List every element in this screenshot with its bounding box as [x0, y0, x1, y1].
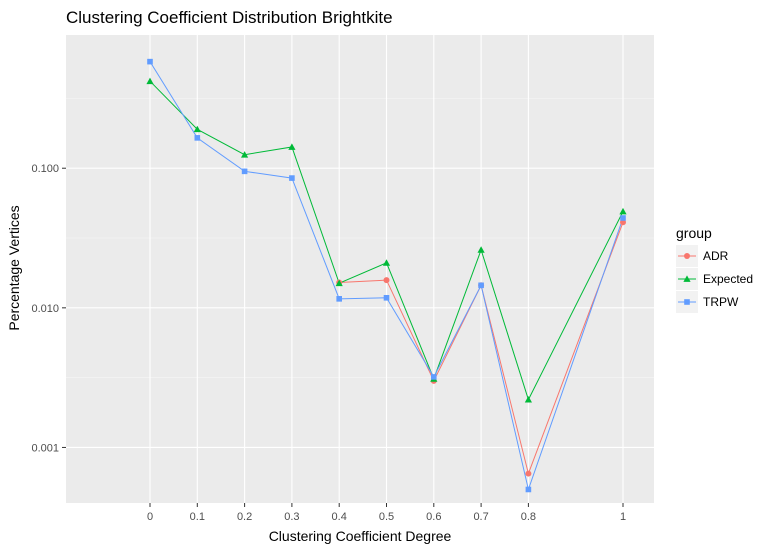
data-point-trpw	[478, 282, 484, 289]
y-tick-label: 0.010	[31, 303, 59, 315]
x-tick-label: 0.1	[190, 511, 205, 523]
data-point-trpw	[620, 215, 626, 221]
x-tick-label: 0.2	[237, 511, 252, 523]
data-point-trpw	[147, 58, 153, 65]
data-point-expected	[193, 125, 201, 133]
data-point-trpw	[336, 296, 342, 302]
data-point-adr	[383, 277, 390, 284]
x-tick-label: 0.4	[332, 511, 347, 523]
data-point-expected	[241, 151, 249, 158]
series-line-adr	[339, 222, 624, 476]
y-axis-title: Percentage Vertices	[6, 205, 22, 330]
x-axis-title: Clustering Coefficient Degree	[269, 528, 452, 544]
data-point-expected	[524, 396, 532, 403]
data-point-trpw	[194, 135, 201, 141]
legend-label-expected: Expected	[703, 272, 753, 286]
x-axis-ticks: 0 0.1 0.2 0.3 0.4 0.5 0.6 0.7 0.8 1	[147, 503, 626, 523]
series-line-expected	[149, 80, 624, 401]
data-point-trpw	[431, 374, 437, 380]
x-tick-label: 0.3	[284, 511, 299, 523]
chart-title: Clustering Coefficient Distribution Brig…	[66, 8, 393, 27]
y-tick-label: 0.001	[31, 442, 59, 454]
data-point-trpw	[289, 175, 295, 181]
grid-lines	[66, 35, 654, 503]
legend-key-marker-adr	[684, 253, 690, 259]
legend-title: group	[676, 225, 712, 241]
data-point-expected	[477, 246, 485, 253]
legend-key-marker-expected	[683, 275, 691, 282]
data-point-expected	[146, 77, 154, 85]
data-point-expected	[382, 259, 391, 266]
legend: group ADR Expected TRPW	[676, 225, 753, 313]
legend-items: ADR Expected TRPW	[676, 245, 753, 313]
legend-label-trpw: TRPW	[703, 295, 739, 309]
series-line-trpw	[149, 61, 624, 492]
plot-panel	[66, 35, 654, 503]
x-tick-label: 0.7	[473, 511, 488, 523]
data-point-trpw	[383, 294, 390, 301]
legend-label-adr: ADR	[703, 249, 729, 263]
legend-key-marker-trpw	[684, 299, 690, 305]
x-tick-label: 1	[620, 511, 626, 523]
data-point-trpw	[525, 486, 532, 493]
x-tick-label: 0.5	[379, 511, 394, 523]
x-tick-label: 0.8	[521, 511, 536, 523]
data-point-trpw	[241, 168, 248, 175]
data-point-adr	[525, 470, 532, 477]
data-point-expected	[619, 207, 627, 215]
data-point-expected	[288, 143, 296, 150]
data-point-expected	[335, 279, 343, 287]
x-tick-label: 0	[147, 511, 153, 523]
series-points	[146, 58, 627, 493]
y-axis-ticks: 0.001 0.010 0.100	[31, 163, 66, 454]
x-tick-label: 0.6	[426, 511, 441, 523]
y-tick-label: 0.100	[31, 163, 59, 175]
series-lines	[149, 61, 624, 492]
